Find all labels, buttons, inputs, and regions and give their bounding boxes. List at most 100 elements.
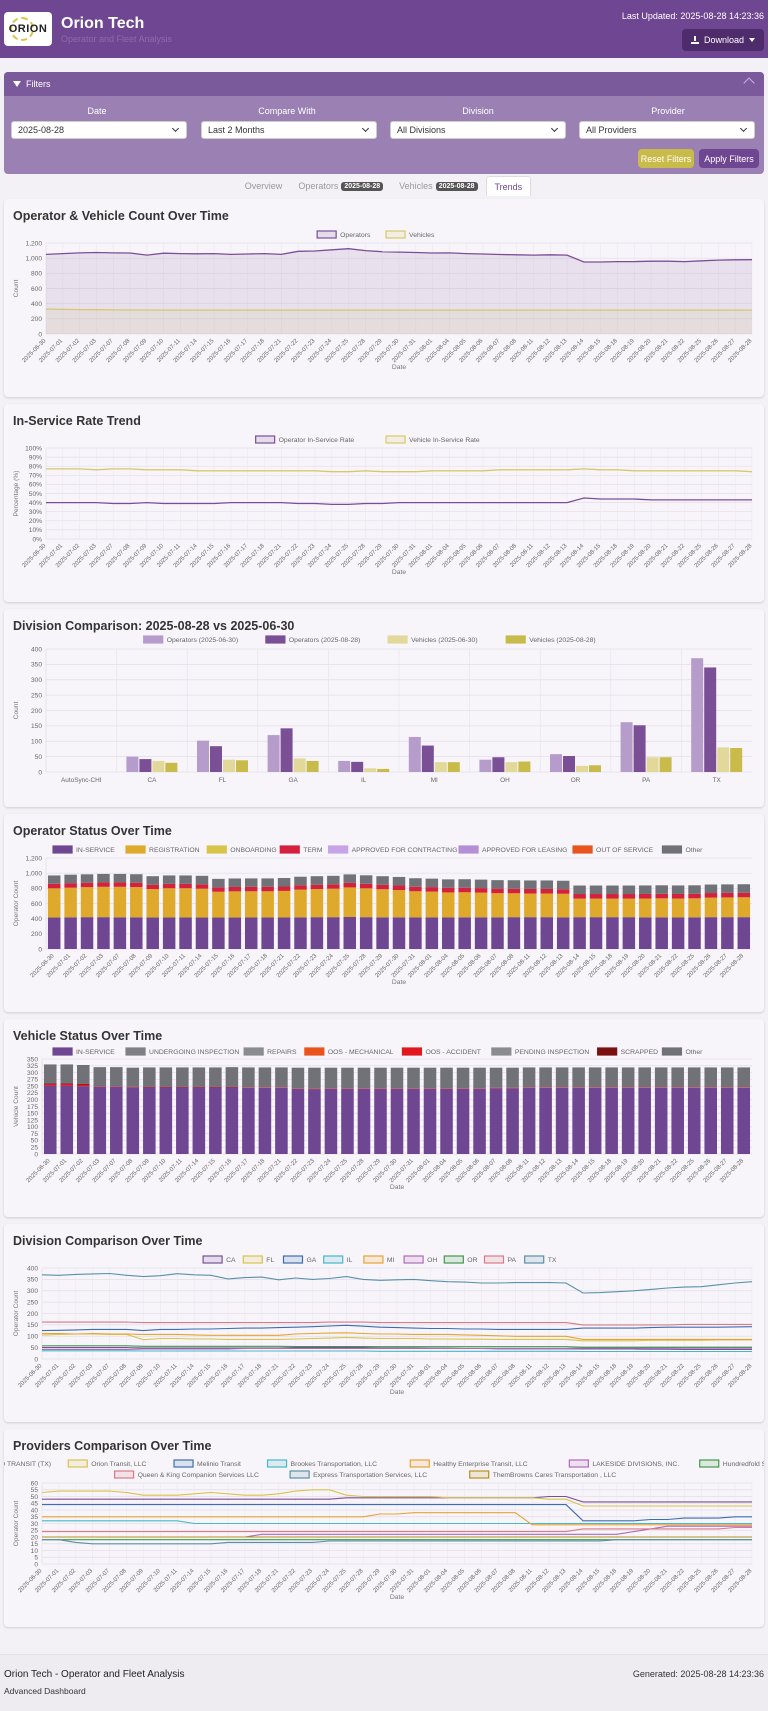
x-tick-label: TX [713, 777, 722, 784]
y-tick-label: 0 [34, 1356, 38, 1363]
stacked-bar-segment [130, 874, 143, 883]
legend-label: GA [307, 1257, 317, 1264]
stacked-bar-segment [308, 1089, 321, 1154]
stacked-bar-segment [737, 1087, 751, 1088]
stacked-bar-segment [539, 1087, 552, 1088]
provider-select[interactable]: All Providers [579, 121, 755, 139]
stacked-bar-segment [605, 1087, 618, 1088]
tab-trends[interactable]: Trends [485, 176, 532, 196]
operator-status-card: Operator Status Over Time IN-SERVICE REGI… [4, 814, 764, 1012]
stacked-bar-segment [60, 1083, 74, 1086]
tab-overview[interactable]: Overview [237, 176, 291, 196]
bar [659, 757, 672, 772]
y-tick-label: 5 [34, 1555, 38, 1562]
legend-label: Vehicles (2025-06-30) [411, 637, 478, 644]
stacked-bar-segment [64, 874, 77, 884]
stacked-bar-segment [130, 882, 143, 888]
stacked-bar-segment [606, 898, 619, 918]
stacked-bar-segment [605, 1087, 618, 1154]
stacked-bar-segment [555, 1067, 569, 1088]
date-select[interactable]: 2025-08-28 [11, 121, 187, 139]
stacked-bar-segment [212, 917, 225, 949]
stacked-bar-segment [277, 890, 291, 918]
series-line [41, 1324, 753, 1332]
stacked-bar-segment [64, 883, 77, 888]
stacked-bar-segment [209, 1067, 222, 1087]
stacked-bar-segment [113, 882, 127, 887]
stacked-bar-segment [341, 1067, 354, 1089]
legend-swatch [125, 1047, 146, 1056]
stacked-bar-segment [261, 917, 274, 949]
stacked-bar-segment [357, 1088, 371, 1089]
legend-label: IN-SERVICE [76, 847, 115, 854]
filter-icon [13, 81, 21, 87]
stacked-bar-segment [407, 1067, 420, 1089]
y-tick-label: 0 [38, 331, 42, 338]
stacked-bar-segment [588, 1067, 602, 1088]
y-tick-label: 30 [31, 1521, 39, 1528]
division-select[interactable]: All Divisions [390, 121, 566, 139]
stacked-bar-segment [588, 1087, 602, 1088]
stacked-bar-segment [60, 1083, 74, 1084]
stacked-bar-segment [440, 1088, 453, 1089]
x-tick-label: CA [147, 777, 157, 784]
y-tick-label: 250 [27, 1083, 38, 1090]
stacked-bar-segment [423, 1088, 437, 1089]
stacked-bar-segment [688, 885, 701, 894]
stacked-bar-segment [146, 884, 159, 890]
chevron-down-icon [550, 124, 559, 133]
vehicle-status-card: Vehicle Status Over Time IN-SERVICE UNDER… [4, 1019, 764, 1217]
legend-swatch [443, 1255, 464, 1264]
download-button[interactable]: Download [681, 29, 764, 51]
stacked-bar-segment [524, 888, 537, 894]
stacked-bar-segment [97, 917, 110, 949]
x-axis-label: Date [390, 1184, 405, 1191]
tab-label: Vehicles [399, 181, 433, 191]
legend-swatch [387, 635, 408, 644]
chevron-up-icon[interactable] [743, 77, 755, 89]
y-tick-label: 250 [27, 1299, 38, 1306]
compare-select[interactable]: Last 2 Months [201, 121, 377, 139]
y-tick-label: 40 [31, 1507, 39, 1514]
bar [646, 757, 659, 772]
stacked-bar-segment [159, 1086, 173, 1088]
legend-swatch [483, 1255, 505, 1264]
tab-operators[interactable]: Operators 2025-08-28 [290, 176, 391, 196]
stacked-bar-segment [192, 1067, 206, 1087]
series-area [46, 309, 752, 334]
filters-header[interactable]: Filters [4, 72, 764, 96]
tab-vehicles[interactable]: Vehicles 2025-08-28 [391, 176, 485, 196]
apply-filters-button[interactable]: Apply Filters [699, 149, 759, 168]
legend-label: Orion Transit, LLC [91, 1461, 146, 1468]
division-time-title: Division Comparison Over Time [13, 1234, 203, 1248]
stacked-bar-segment [146, 917, 159, 949]
reset-filters-button[interactable]: Reset Filters [638, 149, 694, 168]
x-axis-label: Date [390, 1389, 405, 1396]
stacked-bar-segment [491, 880, 504, 889]
footer-generated: Generated: 2025-08-28 14:23:36 [632, 1669, 764, 1679]
stacked-bar-segment [655, 917, 668, 949]
stacked-bar-segment [341, 1088, 354, 1089]
tab-label: Operators [298, 181, 339, 191]
y-tick-label: 1,200 [25, 240, 42, 247]
chevron-down-icon [171, 124, 180, 133]
legend-swatch [173, 1459, 194, 1468]
stacked-bar-segment [162, 883, 176, 889]
stacked-bar-segment [225, 1086, 239, 1088]
y-tick-label: 80% [29, 464, 42, 471]
bar [563, 756, 575, 772]
stacked-bar-segment [47, 888, 61, 918]
legend-label: UNDERGOING INSPECTION [149, 1049, 239, 1056]
stacked-bar-segment [522, 1087, 536, 1088]
stacked-bar-segment [655, 893, 668, 899]
y-tick-label: 15 [31, 1541, 39, 1548]
stacked-bar-segment [458, 892, 471, 918]
stacked-bar-segment [130, 887, 143, 918]
stacked-bar-segment [458, 917, 471, 949]
legend-swatch [67, 1459, 88, 1468]
legend-label: FL [266, 1257, 274, 1264]
stacked-bar-segment [374, 1088, 387, 1089]
stacked-bar-segment [176, 1087, 189, 1154]
stacked-bar-segment [228, 891, 242, 918]
bar [717, 747, 730, 772]
